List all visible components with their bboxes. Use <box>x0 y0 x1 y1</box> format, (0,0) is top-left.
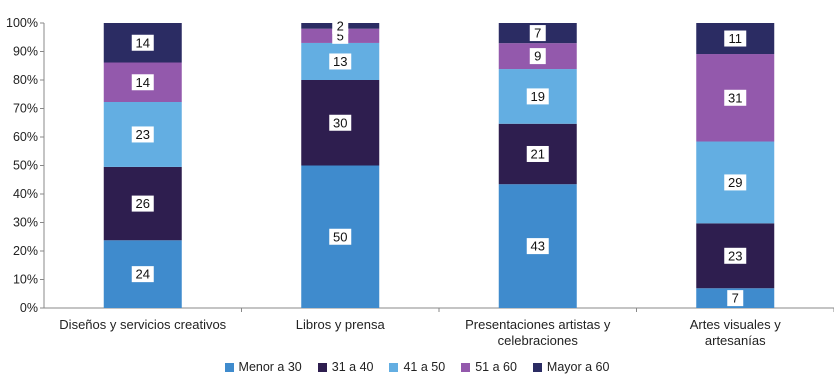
data-label-box <box>526 88 549 105</box>
y-tick-label: 70% <box>13 102 38 116</box>
data-label-box <box>131 126 154 143</box>
x-tick-label: artesanías <box>705 333 766 348</box>
legend-swatch <box>461 362 471 372</box>
y-tick-label: 100% <box>6 16 38 30</box>
x-tick-label: Artes visuales y <box>690 317 782 332</box>
data-label: 2 <box>337 18 344 33</box>
legend-swatch <box>317 362 327 372</box>
data-label-box <box>529 48 546 65</box>
data-label-box <box>724 247 747 264</box>
y-tick-label: 90% <box>13 45 38 59</box>
data-label-box <box>329 114 352 131</box>
data-label: 26 <box>136 196 150 211</box>
data-label-box <box>727 290 744 307</box>
legend-label: Menor a 30 <box>238 360 302 374</box>
data-label-box <box>329 53 352 70</box>
data-label: 31 <box>728 90 742 105</box>
legend-swatch <box>532 362 542 372</box>
data-label: 30 <box>333 115 347 130</box>
data-label: 14 <box>136 35 150 50</box>
data-label-box <box>131 266 154 283</box>
data-label: 21 <box>531 146 545 161</box>
data-label: 13 <box>333 54 347 69</box>
data-label-box <box>526 238 549 255</box>
data-label: 9 <box>534 49 541 64</box>
data-label: 29 <box>728 175 742 190</box>
legend-item: 41 a 50 <box>389 360 445 374</box>
data-label: 24 <box>136 267 150 282</box>
data-label-box <box>131 195 154 212</box>
y-tick-label: 40% <box>13 187 38 201</box>
data-label: 7 <box>732 291 739 306</box>
data-label-box <box>329 228 352 245</box>
data-label-box <box>332 17 349 34</box>
legend-label: 41 a 50 <box>403 360 446 374</box>
y-tick-label: 80% <box>13 73 38 87</box>
legend-label: Mayor a 60 <box>546 360 610 374</box>
legend-swatch <box>389 362 399 372</box>
legend: Menor a 30 31 a 40 41 a 50 51 a 60 Mayor a 6… <box>0 360 834 374</box>
data-label: 5 <box>337 28 344 43</box>
legend-item: 31 a 40 <box>317 360 374 374</box>
x-tick-label: Presentaciones artistas y <box>465 317 611 332</box>
data-label: 43 <box>531 239 545 254</box>
x-tick-label: Diseños y servicios creativos <box>59 317 226 332</box>
legend-label: 51 a 60 <box>475 360 517 374</box>
stacked-bar-chart: 0%10%20%30%40%50%60%70%80%90%100%2426231… <box>6 16 834 348</box>
data-label-box <box>131 34 154 51</box>
data-label: 23 <box>728 248 742 263</box>
legend-swatch <box>224 362 234 372</box>
data-label: 19 <box>531 89 545 104</box>
data-label: 14 <box>136 75 150 90</box>
legend-item: 51 a 60 <box>461 360 517 374</box>
data-label: 23 <box>136 127 150 142</box>
y-tick-label: 20% <box>13 244 38 258</box>
data-label: 11 <box>729 31 743 46</box>
x-tick-label: Libros y prensa <box>296 317 386 332</box>
y-tick-label: 0% <box>20 301 38 315</box>
x-tick-label: celebraciones <box>498 333 579 348</box>
data-label: 50 <box>333 229 347 244</box>
legend-label: 31 a 40 <box>331 360 374 374</box>
data-label-box <box>131 74 154 91</box>
data-label: 7 <box>534 26 541 41</box>
data-label-box <box>724 30 747 47</box>
data-label-box <box>529 25 546 42</box>
legend-item: Mayor a 60 <box>532 360 610 374</box>
y-tick-label: 10% <box>13 273 38 287</box>
legend-item: Menor a 30 <box>224 360 302 374</box>
data-label-box <box>526 145 549 162</box>
y-tick-label: 50% <box>13 159 38 173</box>
data-label-box <box>724 89 747 106</box>
data-label-box <box>724 174 747 191</box>
y-tick-label: 30% <box>13 216 38 230</box>
y-tick-label: 60% <box>13 130 38 144</box>
